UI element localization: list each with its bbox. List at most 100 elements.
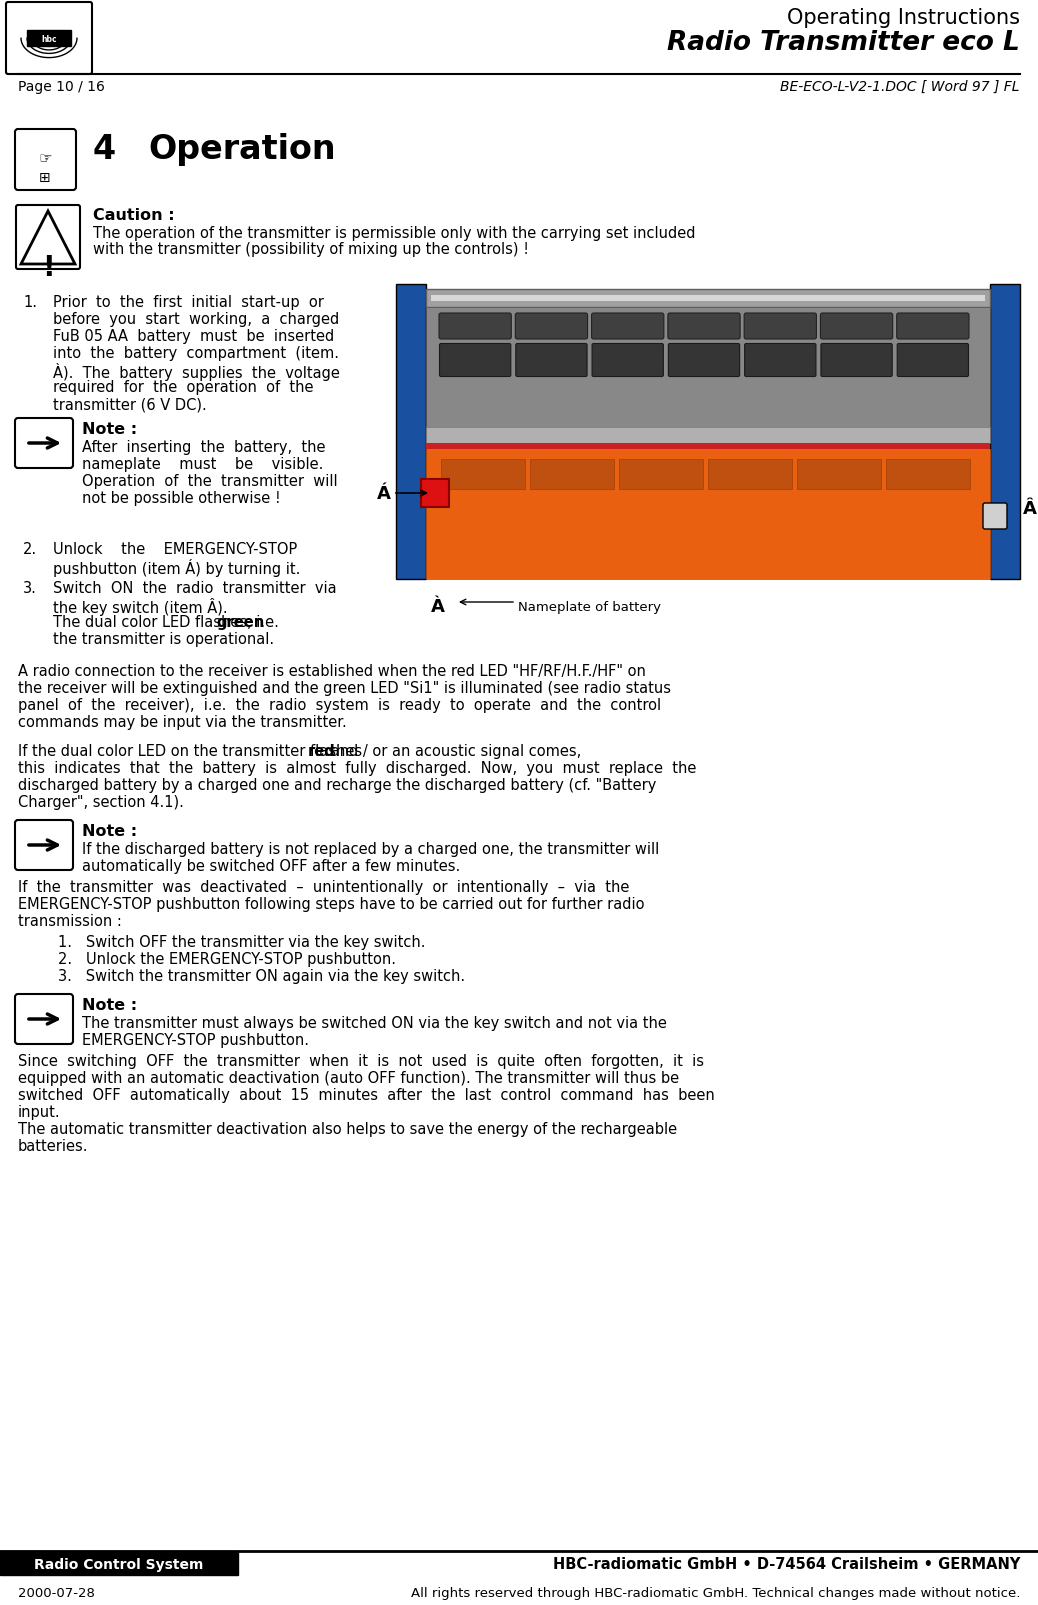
Text: Note :: Note :	[82, 823, 137, 838]
Text: BE-ECO-L-V2-1.DOC [ Word 97 ] FL: BE-ECO-L-V2-1.DOC [ Word 97 ] FL	[781, 80, 1020, 95]
FancyBboxPatch shape	[744, 315, 817, 340]
Text: with the transmitter (possibility of mixing up the controls) !: with the transmitter (possibility of mix…	[93, 242, 529, 257]
Text: 3.   Switch the transmitter ON again via the key switch.: 3. Switch the transmitter ON again via t…	[58, 968, 465, 984]
Text: and / or an acoustic signal comes,: and / or an acoustic signal comes,	[326, 743, 581, 759]
Text: À).  The  battery  supplies  the  voltage: À). The battery supplies the voltage	[53, 363, 339, 380]
Text: automatically be switched OFF after a few minutes.: automatically be switched OFF after a fe…	[82, 859, 460, 873]
Bar	[426, 449, 990, 579]
Text: Operation: Operation	[148, 133, 335, 165]
Text: EMERGENCY-STOP pushbutton.: EMERGENCY-STOP pushbutton.	[82, 1032, 309, 1048]
FancyBboxPatch shape	[668, 345, 740, 377]
Text: pushbutton (item Á) by turning it.: pushbutton (item Á) by turning it.	[53, 559, 300, 576]
Text: Caution :: Caution :	[93, 209, 174, 223]
Text: Nameplate of battery: Nameplate of battery	[518, 600, 661, 613]
FancyBboxPatch shape	[897, 345, 968, 377]
Text: the receiver will be extinguished and the green LED "Si1" is illuminated (see ra: the receiver will be extinguished and th…	[18, 681, 671, 695]
Text: À: À	[431, 597, 445, 616]
FancyBboxPatch shape	[439, 315, 512, 340]
Text: Since  switching  OFF  the  transmitter  when  it  is  not  used  is  quite  oft: Since switching OFF the transmitter when…	[18, 1053, 704, 1069]
Text: Unlock    the    EMERGENCY-STOP: Unlock the EMERGENCY-STOP	[53, 541, 297, 557]
Bar	[797, 459, 881, 490]
FancyBboxPatch shape	[897, 315, 969, 340]
FancyBboxPatch shape	[515, 315, 588, 340]
FancyBboxPatch shape	[592, 345, 663, 377]
Bar	[27, 30, 71, 47]
Text: input.: input.	[18, 1104, 60, 1119]
FancyBboxPatch shape	[983, 504, 1007, 530]
Text: Note :: Note :	[82, 422, 137, 437]
Text: Switch  ON  the  radio  transmitter  via: Switch ON the radio transmitter via	[53, 581, 336, 595]
Text: If the discharged battery is not replaced by a charged one, the transmitter will: If the discharged battery is not replace…	[82, 841, 659, 857]
Text: The dual color LED flashes: The dual color LED flashes	[53, 615, 252, 629]
Text: Page 10 / 16: Page 10 / 16	[18, 80, 105, 95]
Text: discharged battery by a charged one and recharge the discharged battery (cf. "Ba: discharged battery by a charged one and …	[18, 777, 656, 793]
FancyBboxPatch shape	[744, 345, 816, 377]
Text: the key switch (item Â).: the key switch (item Â).	[53, 597, 227, 616]
Bar	[990, 284, 1020, 579]
Text: 4: 4	[93, 133, 116, 165]
Text: !: !	[42, 254, 54, 282]
Text: 3.: 3.	[23, 581, 37, 595]
FancyBboxPatch shape	[439, 345, 511, 377]
Text: 2.   Unlock the EMERGENCY-STOP pushbutton.: 2. Unlock the EMERGENCY-STOP pushbutton.	[58, 952, 397, 966]
Text: HBC-radiomatic GmbH • D-74564 Crailsheim • GERMANY: HBC-radiomatic GmbH • D-74564 Crailsheim…	[552, 1557, 1020, 1571]
Text: before  you  start  working,  a  charged: before you start working, a charged	[53, 311, 339, 327]
Text: not be possible otherwise !: not be possible otherwise !	[82, 491, 280, 506]
Text: required  for  the  operation  of  the: required for the operation of the	[53, 380, 313, 395]
Text: Prior  to  the  first  initial  start-up  or: Prior to the first initial start-up or	[53, 295, 324, 310]
Text: batteries.: batteries.	[18, 1138, 88, 1154]
Text: 2.: 2.	[23, 541, 37, 557]
Text: If the dual color LED on the transmitter flashes: If the dual color LED on the transmitter…	[18, 743, 366, 759]
Text: All rights reserved through HBC-radiomatic GmbH. Technical changes made without : All rights reserved through HBC-radiomat…	[411, 1586, 1020, 1599]
Text: green: green	[216, 615, 265, 629]
Text: nameplate    must    be    visible.: nameplate must be visible.	[82, 457, 324, 472]
Text: The transmitter must always be switched ON via the key switch and not via the: The transmitter must always be switched …	[82, 1016, 666, 1030]
Text: If  the  transmitter  was  deactivated  –  unintentionally  or  intentionally  –: If the transmitter was deactivated – uni…	[18, 880, 629, 894]
Text: equipped with an automatic deactivation (auto OFF function). The transmitter wil: equipped with an automatic deactivation …	[18, 1071, 679, 1085]
Text: hbc: hbc	[42, 34, 57, 43]
Text: into  the  battery  compartment  (item.: into the battery compartment (item.	[53, 345, 339, 361]
Text: 1.   Switch OFF the transmitter via the key switch.: 1. Switch OFF the transmitter via the ke…	[58, 934, 426, 950]
Bar	[708, 459, 792, 490]
Bar	[530, 459, 614, 490]
Text: After  inserting  the  battery,  the: After inserting the battery, the	[82, 440, 326, 454]
Text: Operating Instructions: Operating Instructions	[787, 8, 1020, 27]
Text: FuB 05 AA  battery  must  be  inserted: FuB 05 AA battery must be inserted	[53, 329, 334, 343]
Text: Charger", section 4.1).: Charger", section 4.1).	[18, 794, 184, 809]
Text: red: red	[308, 743, 336, 759]
FancyBboxPatch shape	[592, 315, 664, 340]
Bar	[0, 1550, 238, 1575]
FancyBboxPatch shape	[667, 315, 740, 340]
Bar	[426, 291, 990, 308]
Text: 1.: 1.	[23, 295, 37, 310]
Text: Note :: Note :	[82, 997, 137, 1013]
FancyBboxPatch shape	[516, 345, 588, 377]
FancyBboxPatch shape	[821, 345, 893, 377]
Text: Operation  of  the  transmitter  will: Operation of the transmitter will	[82, 473, 337, 488]
Text: 2000-07-28: 2000-07-28	[18, 1586, 94, 1599]
Bar	[619, 459, 703, 490]
Bar	[431, 295, 985, 302]
Text: switched  OFF  automatically  about  15  minutes  after  the  last  control  com: switched OFF automatically about 15 minu…	[18, 1087, 715, 1103]
Text: Á: Á	[377, 485, 391, 502]
Text: panel  of  the  receiver),  i.e.  the  radio  system  is  ready  to  operate  an: panel of the receiver), i.e. the radio s…	[18, 698, 661, 713]
Bar	[426, 443, 990, 449]
Text: , i.e.: , i.e.	[247, 615, 278, 629]
Text: ☞: ☞	[38, 151, 52, 165]
Bar	[426, 308, 990, 429]
Text: transmission :: transmission :	[18, 913, 121, 928]
Text: Â: Â	[1023, 499, 1037, 518]
Text: commands may be input via the transmitter.: commands may be input via the transmitte…	[18, 714, 347, 730]
Text: A radio connection to the receiver is established when the red LED "HF/RF/H.F./H: A radio connection to the receiver is es…	[18, 663, 646, 679]
Bar	[397, 284, 426, 579]
Text: ⊞: ⊞	[39, 170, 51, 185]
Bar	[886, 459, 969, 490]
Text: this  indicates  that  the  battery  is  almost  fully  discharged.  Now,  you  : this indicates that the battery is almos…	[18, 761, 696, 775]
Text: Radio Transmitter eco L: Radio Transmitter eco L	[667, 30, 1020, 56]
Text: Radio Control System: Radio Control System	[34, 1557, 203, 1571]
Text: The automatic transmitter deactivation also helps to save the energy of the rech: The automatic transmitter deactivation a…	[18, 1122, 677, 1136]
Text: transmitter (6 V DC).: transmitter (6 V DC).	[53, 396, 207, 412]
Text: the transmitter is operational.: the transmitter is operational.	[53, 632, 274, 647]
FancyBboxPatch shape	[820, 315, 893, 340]
Text: The operation of the transmitter is permissible only with the carrying set inclu: The operation of the transmitter is perm…	[93, 226, 695, 241]
